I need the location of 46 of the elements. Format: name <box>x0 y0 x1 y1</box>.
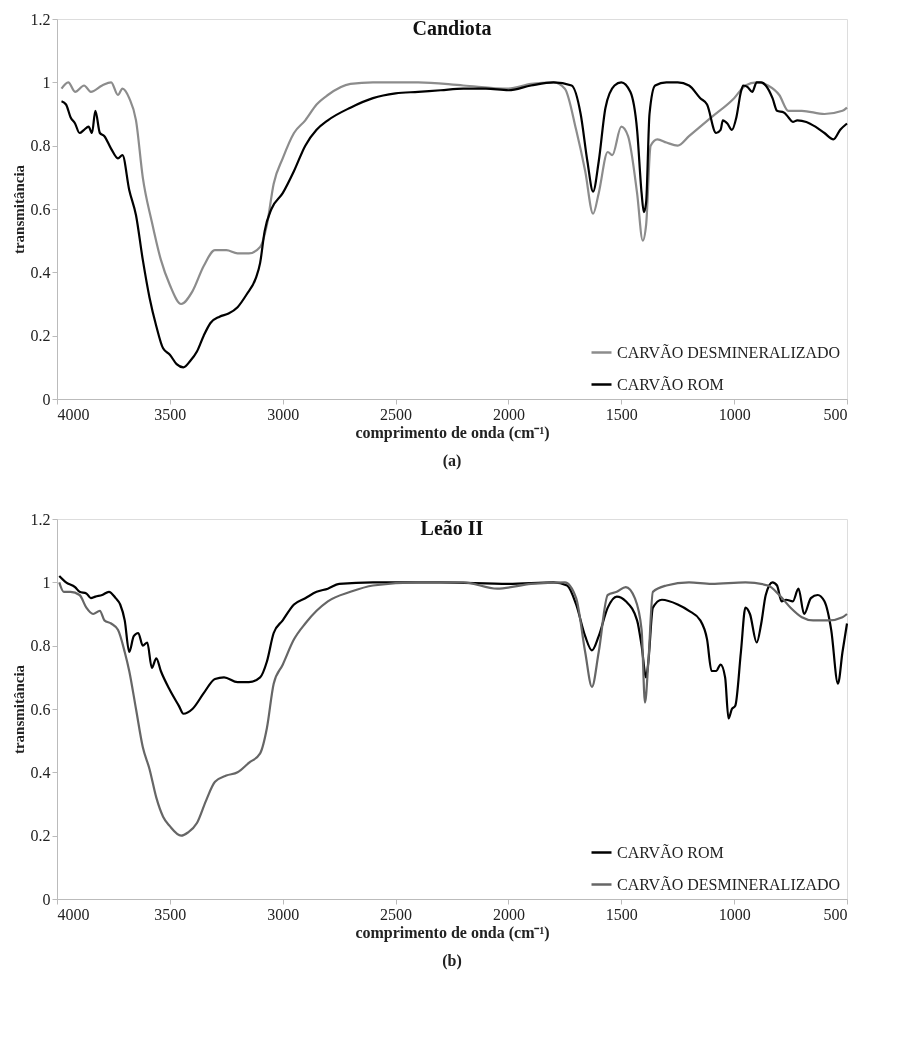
y-tick-label: 0.2 <box>30 327 51 345</box>
x-tick-label: 1000 <box>718 405 751 423</box>
x-tick-label: 3000 <box>267 905 300 923</box>
legend-label: CARVÃO ROM <box>617 375 724 393</box>
line-series <box>60 81 849 369</box>
y-axis-title: transmitância <box>10 164 27 255</box>
x-tick-label: 2000 <box>492 405 525 423</box>
chart-title: Leão II <box>420 517 484 539</box>
x-axis-title: comprimento de onda (cm⁻¹) <box>355 423 550 442</box>
x-tick-label: 500 <box>823 905 848 923</box>
x-tick-label: 3500 <box>154 905 187 923</box>
text: (a) <box>442 452 462 470</box>
y-tick-label: 0.8 <box>30 137 51 155</box>
line-series <box>58 574 849 720</box>
text: (b) <box>442 952 462 970</box>
chart-title: Candiota <box>412 17 492 39</box>
x-tick-label: 1000 <box>718 905 751 923</box>
y-tick-label: 1.2 <box>30 510 51 528</box>
y-axis-title: transmitância <box>10 664 27 755</box>
y-tick-label: 0.2 <box>30 827 51 845</box>
y-tick-label: 0.8 <box>30 637 51 655</box>
legend-label: CARVÃO DESMINERALIZADO <box>617 875 841 893</box>
y-tick-label: 1 <box>42 573 51 591</box>
y-tick-label: 0.6 <box>30 200 51 218</box>
x-tick-label: 1500 <box>605 905 638 923</box>
y-tick-label: 0.4 <box>30 263 51 281</box>
x-tick-label: 2000 <box>492 905 525 923</box>
x-tick-label: 2500 <box>380 905 413 923</box>
x-tick-label: 4000 <box>57 405 90 423</box>
x-tick-label: 500 <box>823 405 848 423</box>
line-series <box>58 581 849 837</box>
y-tick-label: 1 <box>42 73 51 91</box>
x-tick-label: 1500 <box>605 405 638 423</box>
x-tick-label: 3500 <box>154 405 187 423</box>
x-axis-title: comprimento de onda (cm⁻¹) <box>355 923 550 942</box>
y-tick-label: 1.2 <box>30 10 51 28</box>
line-series <box>60 81 849 306</box>
y-tick-label: 0.4 <box>30 763 51 781</box>
x-tick-label: 2500 <box>380 405 413 423</box>
x-tick-label: 3000 <box>267 405 300 423</box>
x-tick-label: 4000 <box>57 905 90 923</box>
y-tick-label: 0.6 <box>30 700 51 718</box>
y-tick-label: 0 <box>42 390 51 408</box>
legend-label: CARVÃO DESMINERALIZADO <box>617 343 841 361</box>
legend-label: CARVÃO ROM <box>617 843 724 861</box>
y-tick-label: 0 <box>42 890 51 908</box>
